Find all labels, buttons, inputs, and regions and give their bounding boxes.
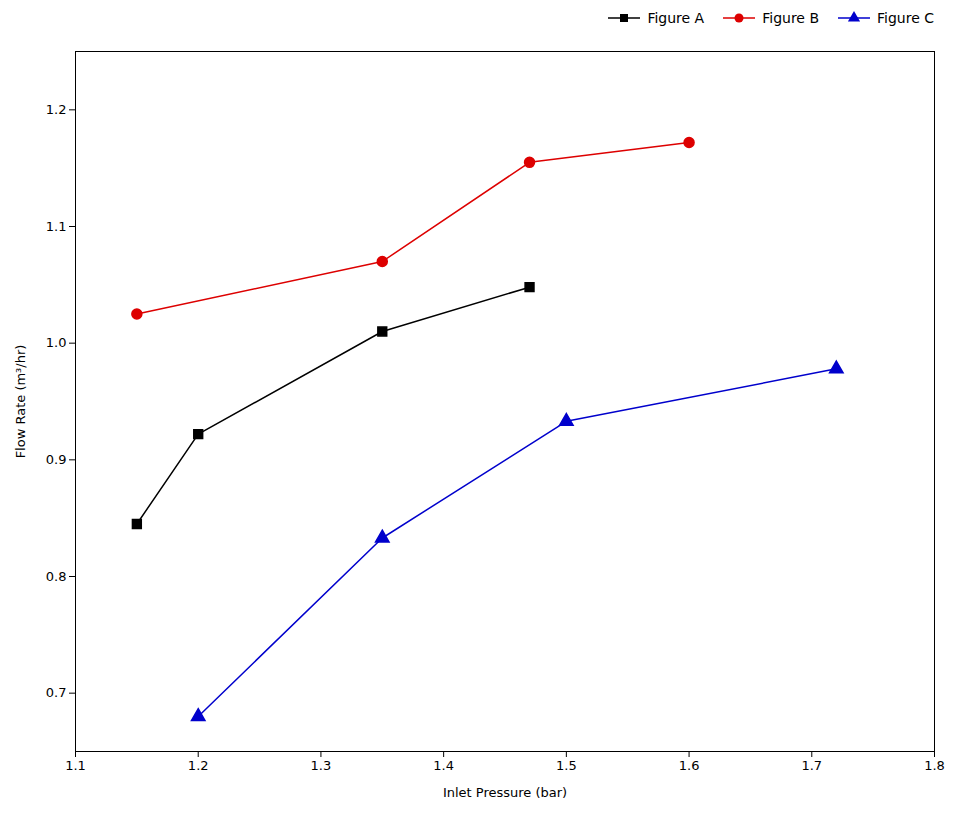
svg-text:1.7: 1.7 [801,758,822,773]
svg-text:1.0: 1.0 [46,335,67,350]
svg-text:1.1: 1.1 [46,219,67,234]
svg-text:1.8: 1.8 [924,758,945,773]
svg-text:1.6: 1.6 [679,758,700,773]
svg-text:1.1: 1.1 [65,758,86,773]
svg-text:0.7: 0.7 [46,685,67,700]
svg-text:Inlet Pressure (bar): Inlet Pressure (bar) [443,785,567,800]
html-text:Figure A: Figure A [647,10,705,26]
svg-text:1.5: 1.5 [556,758,577,773]
html-text:Figure B: Figure B [762,10,819,26]
svg-text:Flow Rate (m³/hr): Flow Rate (m³/hr) [13,345,28,459]
svg-text:1.2: 1.2 [46,102,67,117]
svg-text:0.8: 0.8 [46,569,67,584]
svg-text:1.2: 1.2 [188,758,209,773]
svg-text:1.4: 1.4 [433,758,454,773]
html-text:Figure C: Figure C [877,10,934,26]
svg-text:1.3: 1.3 [311,758,332,773]
svg-text:0.9: 0.9 [46,452,67,467]
